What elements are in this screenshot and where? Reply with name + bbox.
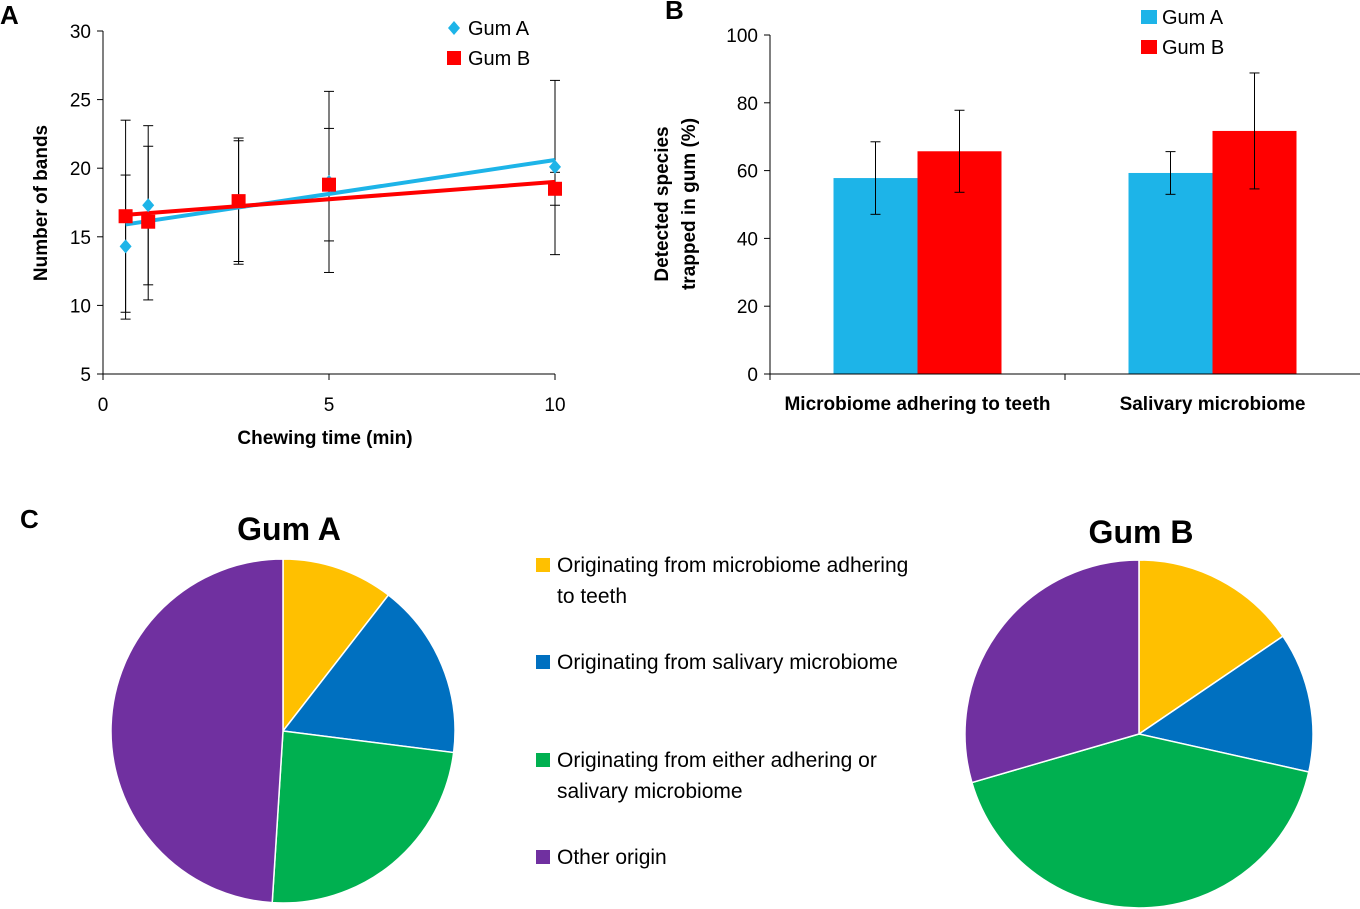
a-legend-label: Gum B	[468, 48, 530, 70]
b-y-axis-title-line: trapped in gum (%)	[679, 118, 700, 290]
pie-slice	[964, 559, 1140, 784]
b-legend-marker	[1141, 10, 1157, 24]
a-legend-marker	[448, 21, 460, 35]
a-point-diamond	[142, 198, 155, 213]
b-y-tick-label: 100	[726, 26, 758, 47]
a-y-tick-label: 30	[70, 22, 91, 43]
pie-slice	[1138, 559, 1284, 736]
pie-slice	[1137, 635, 1314, 773]
a-point-square	[231, 194, 246, 209]
pie-slice	[970, 733, 1310, 909]
b-bar	[1128, 172, 1213, 374]
a-legend-label: Gum A	[468, 18, 530, 40]
panel-b-label: B	[665, 0, 684, 25]
pie-legend-label: Originating from either adhering or	[557, 749, 877, 772]
pie-slice	[281, 594, 456, 754]
a-trendline	[125, 179, 556, 217]
a-point-diamond	[549, 159, 561, 174]
a-y-tick-label: 10	[70, 296, 91, 317]
b-y-tick-label: 60	[737, 162, 758, 183]
a-y-tick-label: 20	[70, 159, 91, 180]
a-point-square	[141, 214, 156, 229]
pie-title: Gum A	[237, 511, 341, 547]
pie-legend-label: salivary microbiome	[557, 780, 743, 803]
panel-c-label: C	[20, 504, 39, 534]
pie-legend-marker	[536, 753, 550, 767]
a-y-axis-title: Number of bands	[31, 125, 52, 281]
b-legend-label: Gum B	[1162, 37, 1224, 59]
a-x-tick-label: 5	[324, 395, 335, 416]
panel-a-label: A	[0, 0, 19, 30]
b-category-label: Microbiome adhering to teeth	[784, 394, 1050, 415]
b-y-tick-label: 0	[747, 365, 758, 386]
a-legend-marker	[447, 51, 461, 65]
pie-slice	[110, 558, 284, 904]
pie-slice	[271, 730, 455, 904]
pie-legend-marker	[536, 558, 550, 572]
a-y-tick-label: 15	[70, 228, 91, 249]
a-x-tick-label: 0	[98, 395, 109, 416]
pie-legend-label: Originating from salivary microbiome	[557, 651, 898, 674]
a-point-square	[548, 181, 562, 196]
pie-legend-marker	[536, 655, 550, 669]
b-y-axis-title-line: Detected species	[652, 126, 673, 281]
b-y-tick-label: 20	[737, 297, 758, 318]
pie-slice	[282, 558, 390, 734]
pie-legend-label: to teeth	[557, 585, 627, 608]
pie-legend-label: Other origin	[557, 846, 667, 869]
a-y-tick-label: 5	[80, 365, 91, 386]
a-trendline	[125, 157, 556, 227]
a-x-tick-label: 10	[544, 395, 565, 416]
a-y-tick-label: 25	[70, 91, 91, 112]
a-x-axis-title: Chewing time (min)	[237, 428, 412, 449]
pie-title: Gum B	[1089, 514, 1194, 550]
b-y-tick-label: 40	[737, 229, 758, 250]
b-legend-label: Gum A	[1162, 7, 1224, 29]
pie-legend-marker	[536, 850, 550, 864]
b-category-label: Salivary microbiome	[1120, 394, 1306, 415]
chart-b-bar: 0 20 40 60 80 100 Microbiome adhering to teeth…	[652, 7, 1360, 415]
chart-c-pies: Gum A Gum B Originating from microbiome ad…	[110, 511, 1314, 909]
b-y-tick-label: 80	[737, 94, 758, 115]
a-point-square	[322, 177, 336, 192]
a-point-square	[118, 209, 133, 224]
pie-legend-label: Originating from microbiome adhering	[557, 554, 908, 577]
a-point-diamond	[119, 239, 132, 254]
b-legend-marker	[1141, 40, 1157, 54]
